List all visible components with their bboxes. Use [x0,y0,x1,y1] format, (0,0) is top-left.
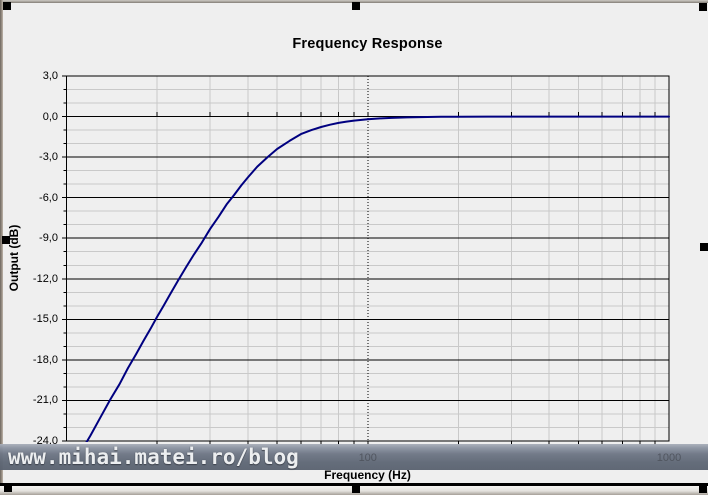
y-axis-tick-label: -3,0 [39,151,58,164]
y-axis-tick-label: -15,0 [32,313,58,326]
chart-title: Frequency Response [292,36,443,52]
selection-handle-bottom-left[interactable] [4,484,12,492]
frame-bottom-line [0,483,708,486]
y-axis-tick-label: -6,0 [39,191,58,204]
y-axis-tick-label: -12,0 [32,272,58,285]
x-axis-title: Frequency (Hz) [324,468,411,482]
y-axis-tick-label: -21,0 [32,394,58,407]
frame-left-edge [0,0,3,495]
watermark-band [0,444,708,470]
selection-handle-bottom-right[interactable] [699,485,707,493]
selection-handle-middle-right[interactable] [700,243,708,251]
y-axis-tick-label: 0,0 [42,110,58,123]
selection-handle-top-right[interactable] [699,3,707,11]
y-axis-tick-label: 3,0 [42,70,58,82]
selection-handle-top-left[interactable] [3,2,11,10]
x-axis-tick-label: 100 [358,452,377,464]
selection-handle-top-center[interactable] [352,2,360,10]
selection-handle-bottom-center[interactable] [352,485,360,493]
x-axis-tick-label: 1000 [656,452,682,464]
y-axis-tick-label: -9,0 [39,232,58,245]
y-axis-title: Output (dB) [7,224,21,292]
watermark-text: www.mihai.matei.ro/blog [8,445,299,469]
frame-top-edge [0,0,708,3]
selection-handle-middle-left[interactable] [2,236,10,244]
y-axis-tick-label: -18,0 [32,353,58,366]
